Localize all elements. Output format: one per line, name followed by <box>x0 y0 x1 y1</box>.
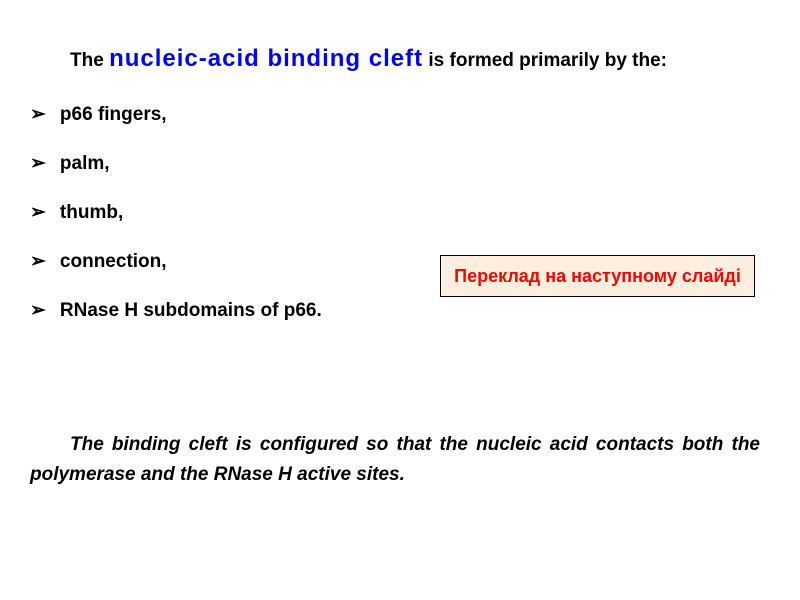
bullet-text: palm, <box>60 153 110 175</box>
bullet-marker-icon: ➢ <box>30 250 46 273</box>
title-line: The nucleic-acid binding cleft is formed… <box>70 45 760 73</box>
callout-box: Переклад на наступному слайді <box>440 255 755 297</box>
bullet-text: p66 fingers, <box>60 104 167 126</box>
bullet-text: thumb, <box>60 202 123 224</box>
bullet-marker-icon: ➢ <box>30 201 46 224</box>
bullet-marker-icon: ➢ <box>30 299 46 322</box>
bullet-marker-icon: ➢ <box>30 152 46 175</box>
bottom-paragraph: The binding cleft is configured so that … <box>30 430 760 491</box>
title-highlight: nucleic-acid binding cleft <box>109 45 423 72</box>
callout-text: Переклад на наступному слайді <box>454 266 741 287</box>
list-item: ➢ thumb, <box>30 201 760 224</box>
title-suffix: is formed primarily by the: <box>423 50 667 71</box>
bullet-text: RNase H subdomains of p66. <box>60 300 322 322</box>
list-item: ➢ RNase H subdomains of p66. <box>30 299 760 322</box>
list-item: ➢ palm, <box>30 152 760 175</box>
bullet-text: connection, <box>60 251 167 273</box>
bullet-marker-icon: ➢ <box>30 103 46 126</box>
list-item: ➢ p66 fingers, <box>30 103 760 126</box>
title-prefix: The <box>70 50 109 71</box>
